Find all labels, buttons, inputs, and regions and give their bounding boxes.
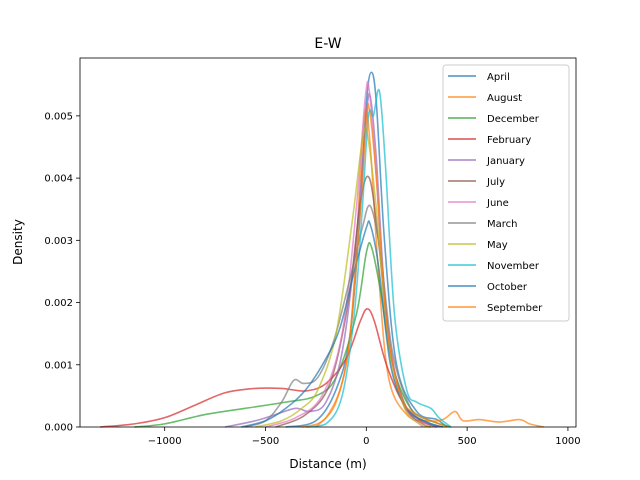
legend-label-may: May <box>487 240 508 251</box>
chart-title: E-W <box>314 36 341 52</box>
y-tick-label: 0.000 <box>44 423 73 434</box>
legend-label-july: July <box>486 177 505 188</box>
legend-label-october: October <box>487 282 528 293</box>
y-tick-label: 0.001 <box>44 360 73 371</box>
y-tick-label: 0.002 <box>44 298 73 309</box>
y-tick-label: 0.003 <box>44 236 73 247</box>
series-line-february <box>100 307 438 428</box>
series-line-september <box>301 102 448 428</box>
series-line-march <box>245 204 444 428</box>
legend-label-march: March <box>487 219 517 230</box>
series-layer <box>100 71 544 428</box>
legend-label-august: August <box>487 93 522 104</box>
legend-label-april: April <box>487 72 510 83</box>
y-tick-label: 0.005 <box>44 111 73 122</box>
legend-label-february: February <box>487 135 531 146</box>
series-line-may <box>255 126 432 428</box>
x-tick-label: 500 <box>458 436 477 447</box>
legend: April August December February January July Ju… <box>442 64 570 322</box>
x-axis-ticks: −1000 −500 0 500 1000 <box>148 427 581 447</box>
plot-frame <box>79 57 577 428</box>
y-axis-label: Density <box>11 219 25 265</box>
x-tick-label: −500 <box>252 436 279 447</box>
legend-box <box>442 64 570 322</box>
x-tick-label: −1000 <box>148 436 182 447</box>
x-tick-label: 0 <box>363 436 369 447</box>
legend-items: April August December February January July Ju… <box>448 72 543 314</box>
x-tick-label: 1000 <box>555 436 580 447</box>
series-line-december <box>134 241 452 428</box>
series-line-april <box>285 71 448 428</box>
legend-label-january: January <box>486 156 525 167</box>
y-axis-ticks: 0.000 0.001 0.002 0.003 0.004 0.005 <box>44 111 80 434</box>
y-tick-label: 0.004 <box>44 174 73 185</box>
legend-label-december: December <box>487 114 540 125</box>
series-line-november <box>305 88 452 428</box>
legend-label-june: June <box>486 198 509 209</box>
legend-label-november: November <box>487 261 540 272</box>
x-axis-label: Distance (m) <box>289 457 366 471</box>
legend-label-september: September <box>487 303 543 314</box>
